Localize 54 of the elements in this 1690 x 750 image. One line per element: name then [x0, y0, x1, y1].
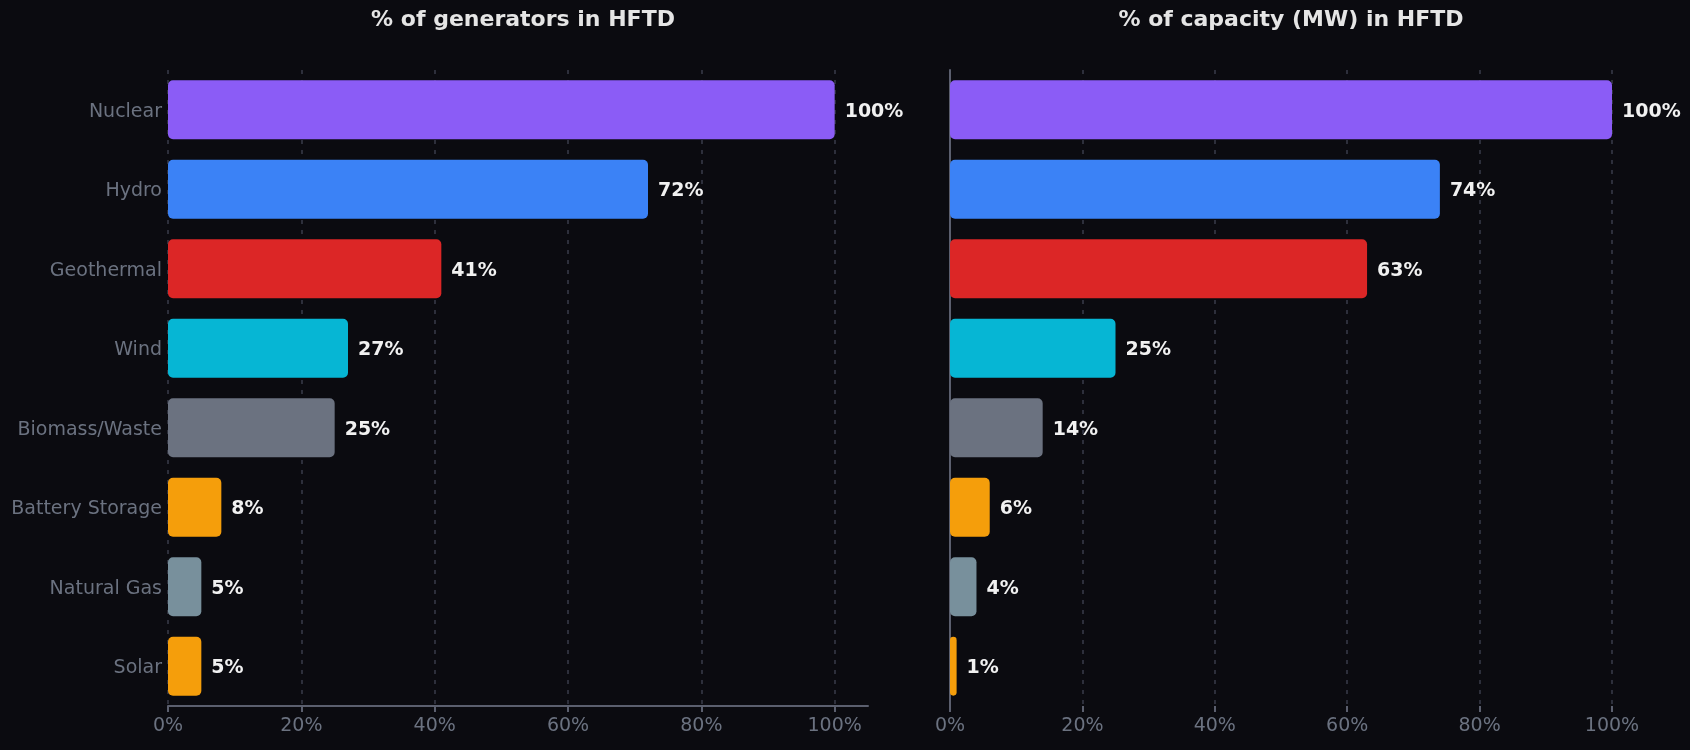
data-label: 4% [986, 575, 1019, 598]
bar [950, 398, 1043, 458]
data-label: 25% [1125, 337, 1171, 360]
y-tick-label: Natural Gas [49, 575, 162, 598]
chart-title: % of generators in HFTD [371, 5, 675, 31]
x-tick-label: 20% [1061, 712, 1104, 735]
data-label: 14% [1052, 416, 1099, 439]
bar [168, 239, 442, 299]
bar [950, 159, 1440, 219]
bar [950, 239, 1368, 299]
y-tick-label: Battery Storage [11, 496, 162, 519]
bar [950, 477, 990, 537]
data-label: 74% [1449, 178, 1496, 201]
bar [950, 80, 1612, 140]
bar [168, 398, 335, 458]
y-tick-label: Biomass/Waste [17, 416, 162, 439]
y-tick-label: Nuclear [88, 98, 163, 121]
data-label: 72% [658, 178, 704, 201]
x-tick-label: 60% [546, 712, 590, 735]
data-label: 41% [451, 257, 497, 280]
data-label: 8% [231, 496, 264, 519]
x-tick-label: 40% [1193, 712, 1236, 735]
x-tick-label: 80% [680, 712, 723, 735]
data-label: 27% [358, 337, 404, 360]
x-tick-label: 0% [152, 712, 184, 735]
data-label: 1% [966, 655, 999, 678]
data-label: 100% [1622, 98, 1681, 121]
bar [168, 80, 835, 140]
data-label: 25% [344, 416, 391, 439]
data-label: 5% [211, 655, 244, 678]
bar [168, 557, 202, 617]
x-tick-label: 60% [1326, 712, 1369, 735]
bar [950, 318, 1116, 378]
bar [950, 636, 957, 696]
bar [950, 557, 977, 617]
y-tick-label: Hydro [105, 178, 162, 201]
x-tick-label: 80% [1458, 712, 1501, 735]
x-tick-label: 100% [807, 712, 862, 735]
data-label: 100% [844, 98, 904, 121]
bar [168, 159, 648, 219]
data-label: 6% [999, 496, 1032, 519]
y-tick-label: Solar [113, 655, 163, 678]
data-label: 63% [1377, 257, 1423, 280]
bar [168, 477, 222, 537]
bar [168, 636, 202, 696]
x-tick-label: 0% [934, 712, 966, 735]
bar [168, 318, 348, 378]
x-tick-label: 100% [1584, 712, 1640, 735]
x-tick-label: 40% [413, 712, 456, 735]
chart-title: % of capacity (MW) in HFTD [1118, 5, 1464, 31]
data-label: 5% [211, 575, 244, 598]
y-tick-label: Geothermal [49, 257, 162, 280]
y-tick-label: Wind [114, 337, 162, 360]
x-tick-label: 20% [280, 712, 323, 735]
